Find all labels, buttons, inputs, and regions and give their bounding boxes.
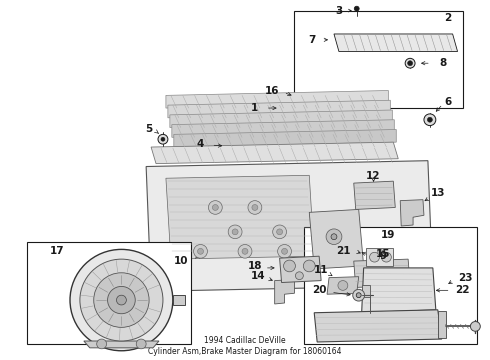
Text: 12: 12 <box>367 171 381 181</box>
Circle shape <box>197 248 203 254</box>
Circle shape <box>252 204 258 210</box>
Circle shape <box>354 6 359 11</box>
Circle shape <box>194 244 207 258</box>
Bar <box>304 227 477 344</box>
Polygon shape <box>84 341 159 348</box>
Text: 5: 5 <box>146 125 153 135</box>
Circle shape <box>232 229 238 235</box>
Circle shape <box>408 61 413 66</box>
Circle shape <box>326 229 342 244</box>
Polygon shape <box>309 210 364 269</box>
Circle shape <box>70 249 173 351</box>
Text: 20: 20 <box>312 285 326 295</box>
Polygon shape <box>146 161 433 291</box>
Circle shape <box>208 201 222 214</box>
Circle shape <box>282 248 288 254</box>
Text: 17: 17 <box>50 246 65 256</box>
Circle shape <box>80 259 163 341</box>
Text: 9: 9 <box>380 251 387 261</box>
Bar <box>27 242 191 344</box>
Circle shape <box>242 248 248 254</box>
Polygon shape <box>354 259 410 287</box>
Text: 15: 15 <box>376 249 391 259</box>
Polygon shape <box>170 110 392 127</box>
Text: 3: 3 <box>335 5 343 15</box>
Circle shape <box>284 260 295 272</box>
Text: 11: 11 <box>314 265 328 275</box>
Circle shape <box>272 225 287 239</box>
Circle shape <box>377 249 383 255</box>
Circle shape <box>369 252 379 262</box>
Circle shape <box>303 260 315 272</box>
Circle shape <box>161 137 165 141</box>
Text: 10: 10 <box>173 256 188 266</box>
Circle shape <box>248 201 262 214</box>
Polygon shape <box>334 34 458 51</box>
Circle shape <box>94 273 149 327</box>
Polygon shape <box>362 268 436 313</box>
Circle shape <box>424 114 436 126</box>
Bar <box>366 248 393 266</box>
Circle shape <box>277 229 283 235</box>
Circle shape <box>381 252 392 262</box>
Circle shape <box>117 295 126 305</box>
Text: 21: 21 <box>337 246 351 256</box>
Polygon shape <box>174 130 396 147</box>
Text: 6: 6 <box>444 97 451 107</box>
Circle shape <box>158 134 168 144</box>
Polygon shape <box>314 310 442 342</box>
Text: 23: 23 <box>458 273 473 283</box>
Polygon shape <box>172 120 394 137</box>
Circle shape <box>238 244 252 258</box>
Circle shape <box>136 339 146 349</box>
Polygon shape <box>327 277 359 294</box>
Circle shape <box>331 234 337 240</box>
Text: 19: 19 <box>381 230 395 240</box>
Text: 22: 22 <box>455 285 470 295</box>
Polygon shape <box>275 280 294 304</box>
Circle shape <box>108 287 135 314</box>
Text: 1: 1 <box>251 103 259 113</box>
Polygon shape <box>166 175 314 259</box>
Text: 1994 Cadillac DeVille
Cylinder Asm,Brake Master Diagram for 18060164: 1994 Cadillac DeVille Cylinder Asm,Brake… <box>148 336 342 356</box>
Circle shape <box>356 293 361 298</box>
Circle shape <box>212 204 219 210</box>
Bar <box>173 295 185 305</box>
Text: 2: 2 <box>444 13 451 23</box>
Polygon shape <box>400 200 424 226</box>
Polygon shape <box>168 100 391 118</box>
Circle shape <box>278 244 292 258</box>
Circle shape <box>295 272 303 280</box>
Circle shape <box>470 321 480 331</box>
Polygon shape <box>354 181 395 210</box>
Text: 8: 8 <box>439 58 446 68</box>
Circle shape <box>353 289 365 301</box>
Circle shape <box>338 280 348 290</box>
Polygon shape <box>166 90 389 108</box>
Circle shape <box>97 339 107 349</box>
Bar <box>438 311 446 338</box>
Text: 13: 13 <box>431 188 445 198</box>
Circle shape <box>427 117 432 122</box>
Text: 14: 14 <box>250 271 265 281</box>
Text: 7: 7 <box>309 35 316 45</box>
Text: 4: 4 <box>197 139 204 149</box>
Text: 18: 18 <box>247 261 262 271</box>
Polygon shape <box>151 142 398 163</box>
Circle shape <box>228 225 242 239</box>
Text: 16: 16 <box>265 86 279 95</box>
Bar <box>362 285 369 297</box>
Circle shape <box>405 58 415 68</box>
Polygon shape <box>280 256 321 283</box>
Bar <box>294 10 463 108</box>
